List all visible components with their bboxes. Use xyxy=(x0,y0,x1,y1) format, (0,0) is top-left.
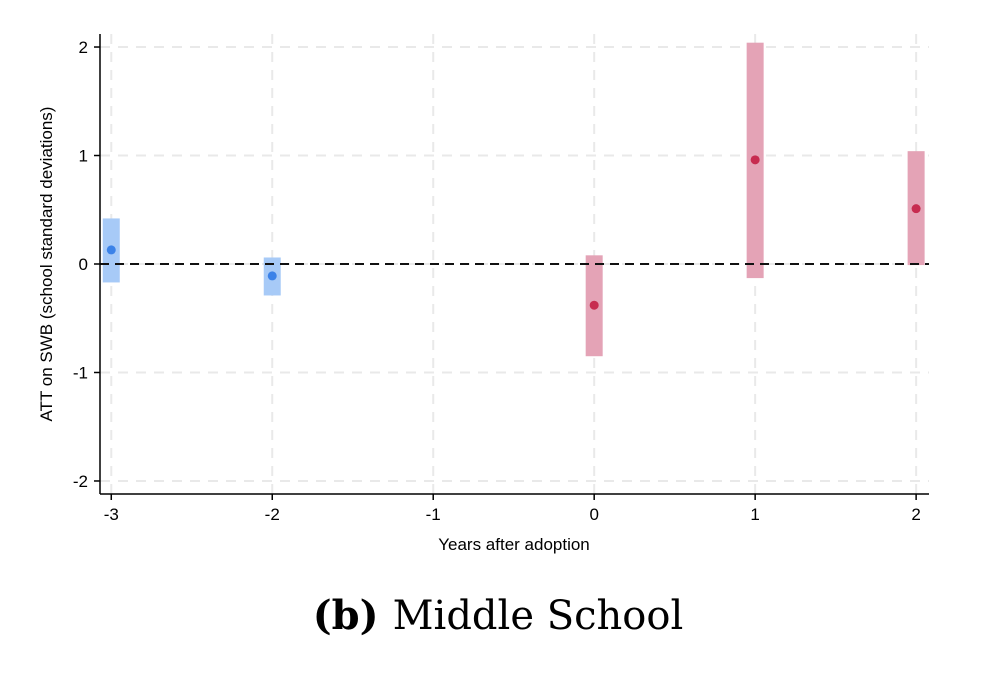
x-tick-labels: -3 -2 -1 0 1 2 xyxy=(104,505,921,524)
point-estimate xyxy=(911,204,921,214)
y-tick-labels: -2 -1 0 1 2 xyxy=(73,38,88,491)
y-tick-label: -2 xyxy=(73,472,88,491)
y-tick-label: -1 xyxy=(73,363,88,382)
y-tick-label: 2 xyxy=(79,38,88,57)
point-estimates xyxy=(106,155,921,310)
point-estimate xyxy=(589,300,599,310)
y-tick-label: 1 xyxy=(79,147,88,166)
point-estimate xyxy=(267,271,277,281)
point-estimate xyxy=(750,155,760,165)
x-axis-title: Years after adoption xyxy=(438,535,590,554)
x-tick-label: 1 xyxy=(750,505,759,524)
x-tick-label: -2 xyxy=(265,505,280,524)
y-axis-title: ATT on SWB (school standard deviations) xyxy=(37,107,56,422)
x-tick-label: 2 xyxy=(911,505,920,524)
x-tick-label: -1 xyxy=(426,505,441,524)
axes xyxy=(94,34,929,500)
caption-label: (b) xyxy=(312,592,379,639)
caption-text: Middle School xyxy=(392,593,684,639)
point-estimate xyxy=(106,245,116,255)
confidence-bands xyxy=(102,42,925,357)
x-tick-label: 0 xyxy=(589,505,598,524)
y-tick-label: 0 xyxy=(79,255,88,274)
figure-caption: (b) Middle School xyxy=(0,592,996,639)
x-tick-label: -3 xyxy=(104,505,119,524)
